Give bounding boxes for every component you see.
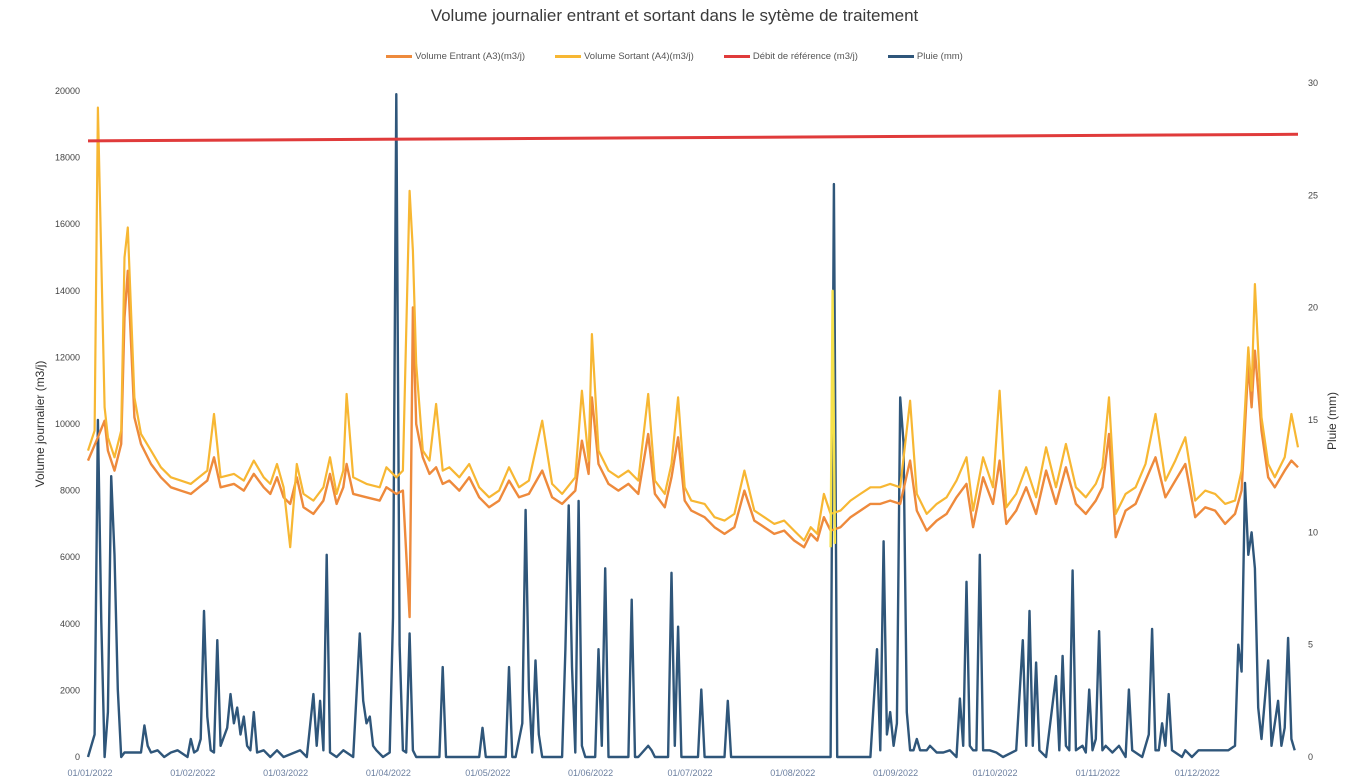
y-tick-label: 20000 [55,86,80,96]
y-tick-label: 6000 [60,552,80,562]
series-line-volume-entrant [86,269,1299,619]
y-tick-label: 4000 [60,619,80,629]
y-tick-label: 12000 [55,352,80,362]
x-tick-label: 01/08/2022 [770,768,815,778]
x-tick-label: 01/05/2022 [465,768,510,778]
y2-tick-label: 15 [1308,415,1318,425]
y-tick-label: 14000 [55,286,80,296]
y2-axis-title: Pluie (mm) [1325,392,1339,450]
x-tick-label: 01/11/2022 [1076,768,1120,778]
x-tick-label: 01/07/2022 [668,768,713,778]
series-line-highlight [829,289,837,548]
legend-swatch-entrant [386,55,413,58]
y2-tick-label: 20 [1308,303,1318,313]
legend-item-reference: Débit de référence (m3/j) [723,51,858,62]
y-tick-label: 2000 [60,685,80,695]
y2-tick-label: 30 [1308,78,1318,88]
x-tick-label: 01/01/2022 [67,768,112,778]
y2-tick-label: 0 [1308,752,1313,762]
legend-swatch-pluie [887,55,914,58]
legend-swatch-reference [723,55,750,58]
x-tick-label: 01/12/2022 [1175,768,1220,778]
y-tick-label: 18000 [55,153,80,163]
y-tick-label: 10000 [55,419,80,429]
y-tick-label: 8000 [60,486,80,496]
x-tick-label: 01/06/2022 [568,768,613,778]
y-axis-title: Volume journalier (m3/j) [33,361,47,488]
series-line-volume-sortant [86,106,1300,549]
x-tick-label: 01/02/2022 [170,768,215,778]
legend-label-sortant: Volume Sortant (A4)(m3/j) [584,51,694,62]
y2-tick-label: 25 [1308,190,1318,200]
x-tick-label: 01/09/2022 [873,768,918,778]
legend-label-pluie: Pluie (mm) [916,51,963,62]
series-line-pluie [86,93,1296,759]
chart-legend: Volume Entrant (A3)(m3/j) Volume Sortant… [0,51,1349,62]
y-tick-label: 0 [75,752,80,762]
legend-label-entrant: Volume Entrant (A3)(m3/j) [415,51,525,62]
legend-item-sortant: Volume Sortant (A4)(m3/j) [555,51,694,62]
y2-tick-label: 5 [1308,640,1313,650]
series-line-debit-reference [87,132,1299,143]
x-tick-label: 01/10/2022 [972,768,1017,778]
legend-item-entrant: Volume Entrant (A3)(m3/j) [386,51,525,62]
x-tick-label: 01/03/2022 [263,768,308,778]
chart-title: Volume journalier entrant et sortant dan… [430,6,919,25]
legend-item-pluie: Pluie (mm) [887,51,963,62]
legend-swatch-sortant [555,55,581,58]
y-tick-label: 16000 [55,219,80,229]
legend-label-reference: Débit de référence (m3/j) [752,51,858,62]
y2-tick-label: 10 [1308,527,1318,537]
x-tick-label: 01/04/2022 [366,768,411,778]
